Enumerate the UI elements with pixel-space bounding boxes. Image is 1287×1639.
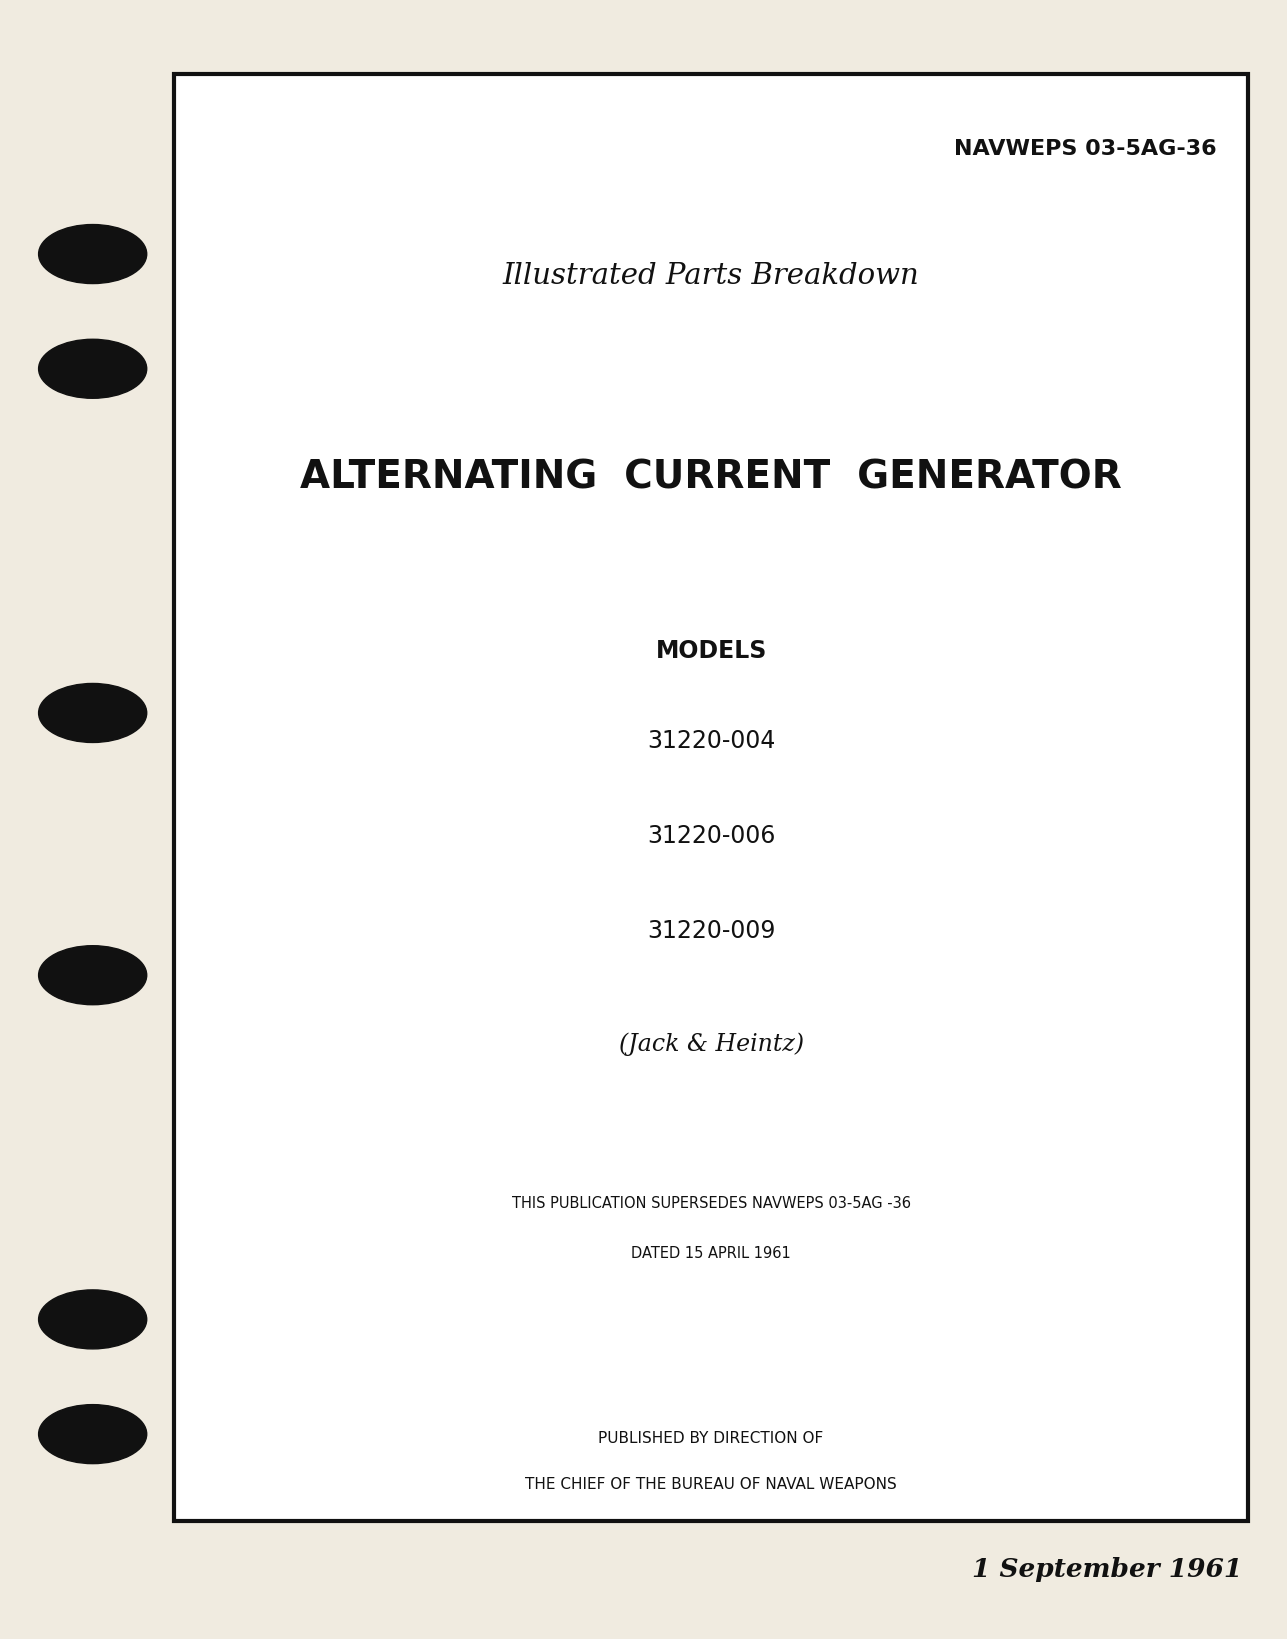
Text: 31220-004: 31220-004 — [647, 729, 775, 754]
Text: NAVWEPS 03-5AG-36: NAVWEPS 03-5AG-36 — [954, 139, 1216, 159]
Text: THE CHIEF OF THE BUREAU OF NAVAL WEAPONS: THE CHIEF OF THE BUREAU OF NAVAL WEAPONS — [525, 1477, 897, 1491]
Text: ALTERNATING  CURRENT  GENERATOR: ALTERNATING CURRENT GENERATOR — [300, 459, 1122, 497]
Text: THIS PUBLICATION SUPERSEDES NAVWEPS 03-5AG -36: THIS PUBLICATION SUPERSEDES NAVWEPS 03-5… — [511, 1196, 911, 1211]
Ellipse shape — [39, 946, 147, 1005]
Text: 1 September 1961: 1 September 1961 — [972, 1557, 1242, 1582]
Text: 31220-006: 31220-006 — [647, 824, 775, 849]
Ellipse shape — [39, 683, 147, 742]
Ellipse shape — [39, 339, 147, 398]
Text: PUBLISHED BY DIRECTION OF: PUBLISHED BY DIRECTION OF — [598, 1431, 824, 1446]
Text: Illustrated Parts Breakdown: Illustrated Parts Breakdown — [503, 262, 919, 290]
Ellipse shape — [39, 225, 147, 284]
Text: MODELS: MODELS — [655, 639, 767, 664]
FancyBboxPatch shape — [174, 74, 1248, 1521]
Text: (Jack & Heintz): (Jack & Heintz) — [619, 1033, 803, 1056]
Text: DATED 15 APRIL 1961: DATED 15 APRIL 1961 — [631, 1246, 792, 1260]
Ellipse shape — [39, 1290, 147, 1349]
Ellipse shape — [39, 1405, 147, 1464]
Text: 31220-009: 31220-009 — [647, 919, 775, 944]
